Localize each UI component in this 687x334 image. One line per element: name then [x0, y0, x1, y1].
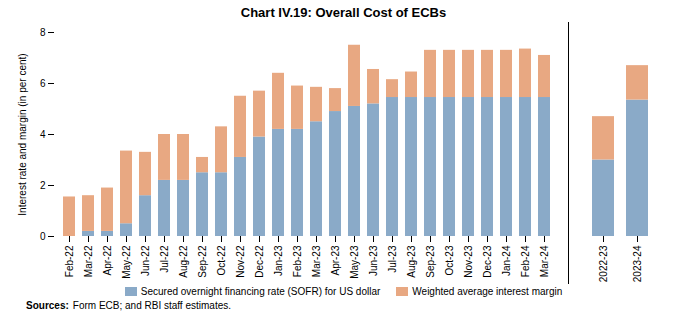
svg-text:Aug-22: Aug-22: [178, 245, 189, 278]
svg-text:Nov-23: Nov-23: [463, 245, 474, 278]
svg-text:Feb-22: Feb-22: [64, 245, 75, 277]
svg-text:Jul-22: Jul-22: [159, 245, 170, 273]
svg-text:Jan-23: Jan-23: [273, 245, 284, 276]
svg-text:May-22: May-22: [121, 245, 132, 279]
svg-text:Interest rate and margin (in p: Interest rate and margin (in per cent): [17, 53, 28, 215]
svg-text:6: 6: [40, 78, 46, 89]
svg-text:Oct-23: Oct-23: [444, 245, 455, 275]
html-text:Weighted average interest marg: Weighted average interest margin: [412, 286, 563, 297]
svg-text:May-23: May-23: [349, 245, 360, 279]
svg-text:Mar-24: Mar-24: [539, 245, 550, 277]
svg-text:Jun-23: Jun-23: [368, 245, 379, 276]
svg-text:Jan-24: Jan-24: [501, 245, 512, 276]
svg-text:2023-24: 2023-24: [632, 245, 643, 282]
svg-text:Feb-24: Feb-24: [520, 245, 531, 277]
svg-text:Feb-23: Feb-23: [292, 245, 303, 277]
svg-text:Mar-23: Mar-23: [311, 245, 322, 277]
svg-text:Dec-23: Dec-23: [482, 245, 493, 278]
svg-text:Dec-22: Dec-22: [254, 245, 265, 278]
svg-text:2: 2: [40, 180, 46, 191]
svg-text:Nov-22: Nov-22: [235, 245, 246, 278]
svg-text:Mar-22: Mar-22: [83, 245, 94, 277]
svg-text:Sep-22: Sep-22: [197, 245, 208, 278]
svg-text:0: 0: [40, 231, 46, 242]
html-text:Chart IV.19: Overall Cost of E: Chart IV.19: Overall Cost of ECBs: [240, 5, 447, 20]
svg-text:Jun-22: Jun-22: [140, 245, 151, 276]
svg-text:8: 8: [40, 27, 46, 38]
svg-text:Apr-22: Apr-22: [102, 245, 113, 275]
svg-text:Apr-23: Apr-23: [330, 245, 341, 275]
svg-text:Jul-23: Jul-23: [387, 245, 398, 273]
html-text:Secured overnight financing ra: Secured overnight financing rate (SOFR) …: [140, 286, 381, 297]
html-text:Sources: Form ECB; and RBI sta: Sources: Form ECB; and RBI staff estimat…: [26, 300, 231, 311]
svg-text:Oct-22: Oct-22: [216, 245, 227, 275]
svg-text:Sep-23: Sep-23: [425, 245, 436, 278]
svg-text:Aug-23: Aug-23: [406, 245, 417, 278]
svg-text:4: 4: [40, 129, 46, 140]
svg-text:2022-23: 2022-23: [598, 245, 609, 282]
